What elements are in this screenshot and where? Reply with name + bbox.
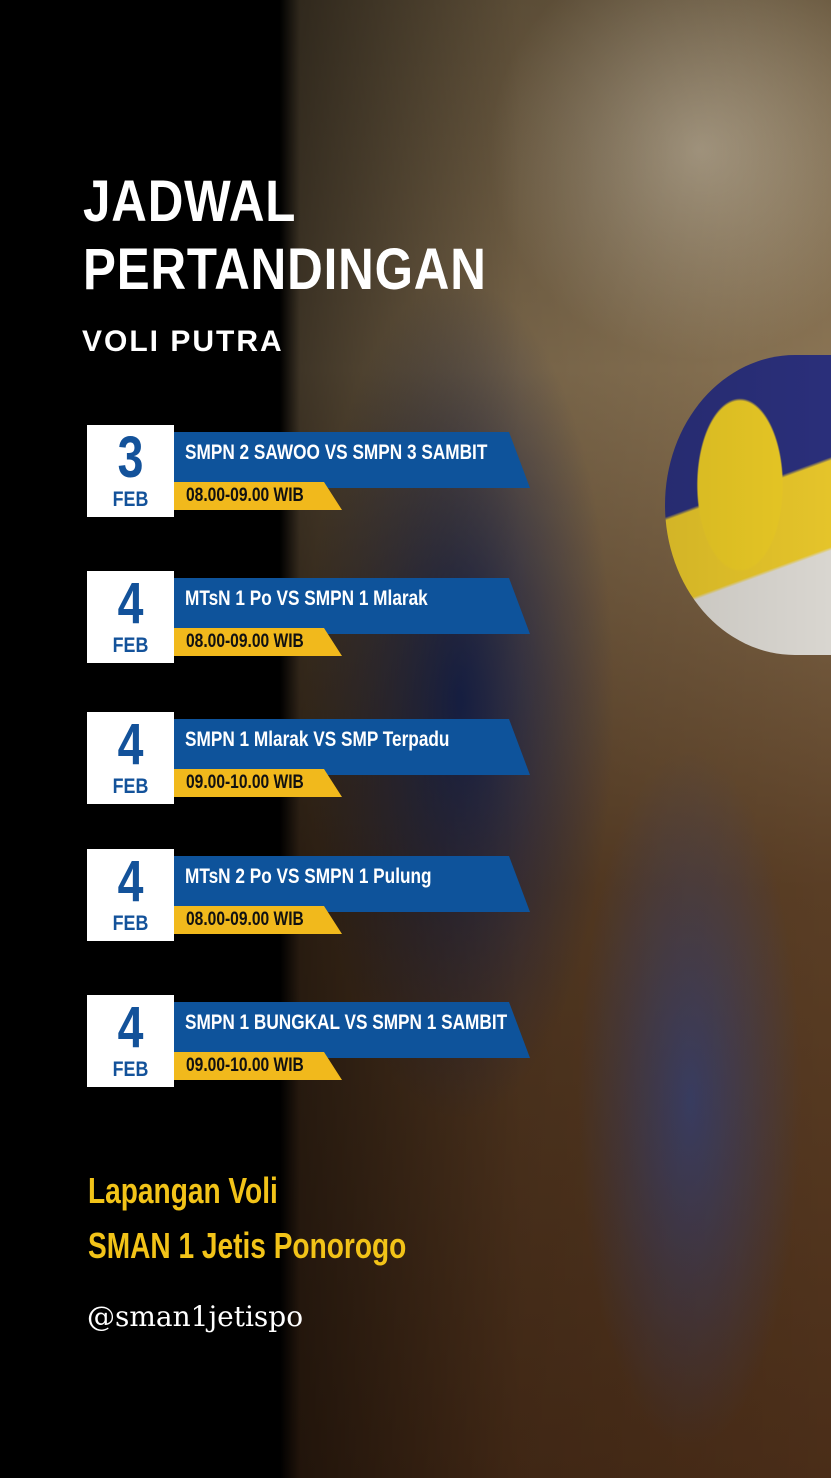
match-day: 3 <box>117 425 144 490</box>
match-day: 4 <box>117 995 144 1060</box>
match-row: 4 FEB MTsN 1 Po VS SMPN 1 Mlarak 08.00-0… <box>87 571 537 663</box>
subtitle: VOLI PUTRA <box>82 325 284 358</box>
date-box: 4 FEB <box>87 712 174 804</box>
match-teams: MTsN 1 Po VS SMPN 1 Mlarak <box>185 587 428 610</box>
teams-banner <box>174 578 530 634</box>
date-box: 4 FEB <box>87 995 174 1087</box>
match-row: 3 FEB SMPN 2 SAWOO VS SMPN 3 SAMBIT 08.0… <box>87 425 537 517</box>
match-time: 08.00-09.00 WIB <box>186 631 304 652</box>
match-month: FEB <box>112 775 149 798</box>
teams-banner <box>174 1002 530 1058</box>
match-month: FEB <box>112 912 149 935</box>
match-time: 08.00-09.00 WIB <box>186 485 304 506</box>
teams-banner <box>174 856 530 912</box>
match-row: 4 FEB SMPN 1 BUNGKAL VS SMPN 1 SAMBIT 09… <box>87 995 537 1087</box>
date-box: 4 FEB <box>87 849 174 941</box>
time-tab <box>174 628 342 656</box>
time-tab <box>174 1052 342 1080</box>
time-tab <box>174 482 342 510</box>
match-day: 4 <box>117 849 144 914</box>
title-line1: JADWAL <box>83 169 297 234</box>
time-tab <box>174 769 342 797</box>
match-teams: SMPN 1 Mlarak VS SMP Terpadu <box>185 728 450 751</box>
time-tab <box>174 906 342 934</box>
title-line2: PERTANDINGAN <box>83 237 487 302</box>
social-handle: @sman1jetispo <box>87 1300 304 1333</box>
match-time: 09.00-10.00 WIB <box>186 772 304 793</box>
match-month: FEB <box>112 1058 149 1081</box>
match-month: FEB <box>112 488 149 511</box>
date-box: 3 FEB <box>87 425 174 517</box>
match-teams: MTsN 2 Po VS SMPN 1 Pulung <box>185 865 432 888</box>
match-row: 4 FEB SMPN 1 Mlarak VS SMP Terpadu 09.00… <box>87 712 537 804</box>
venue-line2: SMAN 1 Jetis Ponorogo <box>88 1225 407 1266</box>
match-row: 4 FEB MTsN 2 Po VS SMPN 1 Pulung 08.00-0… <box>87 849 537 941</box>
date-box: 4 FEB <box>87 571 174 663</box>
match-teams: SMPN 2 SAWOO VS SMPN 3 SAMBIT <box>185 441 488 464</box>
teams-banner <box>174 719 530 775</box>
teams-banner <box>174 432 530 488</box>
match-day: 4 <box>117 712 144 777</box>
match-day: 4 <box>117 571 144 636</box>
match-teams: SMPN 1 BUNGKAL VS SMPN 1 SAMBIT <box>185 1011 508 1034</box>
match-month: FEB <box>112 634 149 657</box>
match-time: 09.00-10.00 WIB <box>186 1055 304 1076</box>
venue-line1: Lapangan Voli <box>88 1170 278 1211</box>
match-time: 08.00-09.00 WIB <box>186 909 304 930</box>
